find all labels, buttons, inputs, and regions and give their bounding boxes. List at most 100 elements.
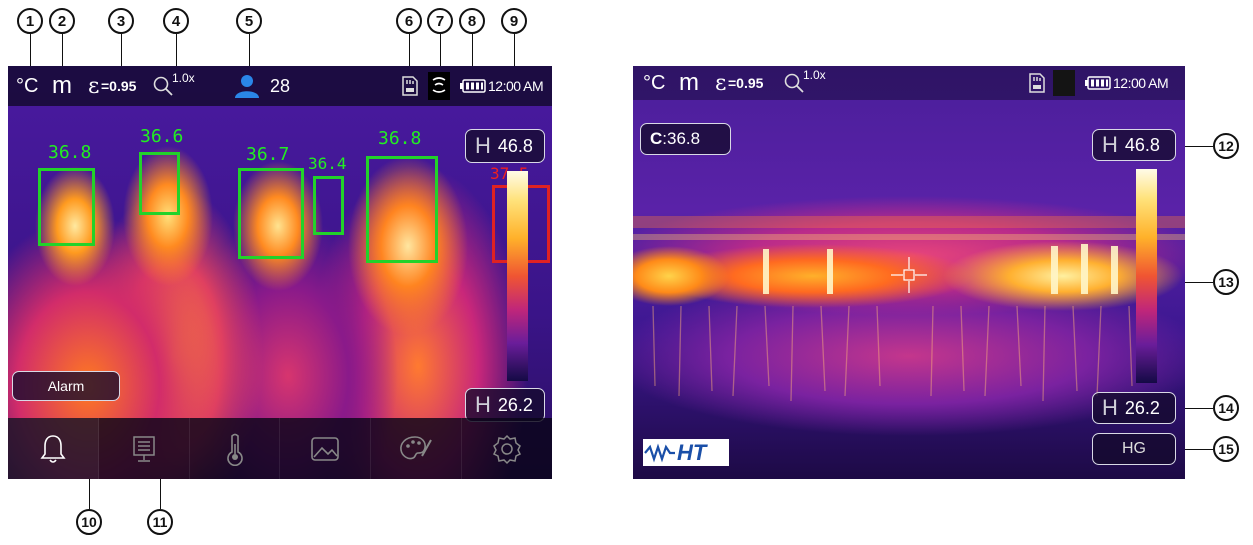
wave-icon: [644, 443, 675, 462]
display-menu-button[interactable]: [99, 418, 190, 479]
max-temperature-box[interactable]: H 46.8: [1092, 129, 1176, 161]
battery-icon: [460, 66, 486, 106]
unit-indicator[interactable]: °C: [643, 71, 666, 94]
sd-card-icon: [1029, 66, 1045, 100]
callout-9: 9: [501, 8, 527, 34]
measure-mode-indicator[interactable]: m: [679, 69, 699, 96]
face-box: [238, 168, 304, 259]
callout-line-9: [514, 34, 515, 70]
callout-line-12: [1175, 146, 1213, 147]
measure-mode-indicator[interactable]: m: [52, 72, 72, 99]
face-temperature: 36.8: [378, 128, 422, 149]
wifi-indicator[interactable]: [1053, 66, 1075, 100]
thermal-screen-face-mode: °C m ε =0.95 1.0x 28 12:00 AM 36.8 36.6 …: [8, 66, 552, 479]
measurement-menu-button[interactable]: [190, 418, 281, 479]
sd-card-icon: [402, 66, 418, 106]
face-temperature: 36.7: [246, 144, 290, 165]
zoom-level: 1.0x: [172, 71, 195, 85]
battery-icon: [1085, 66, 1111, 100]
face-box: [38, 168, 95, 246]
zoom-icon[interactable]: [783, 66, 805, 100]
callout-line-6: [409, 34, 410, 70]
min-temperature-label: H: [475, 392, 491, 417]
settings-menu-button[interactable]: [462, 418, 552, 479]
callout-8: 8: [459, 8, 485, 34]
ht-logo-text: HT: [677, 439, 707, 465]
people-count: 28: [270, 75, 291, 96]
zoom-icon[interactable]: [152, 66, 174, 106]
max-temperature-label: H: [1102, 132, 1118, 157]
face-temperature: 36.4: [308, 154, 347, 173]
min-temperature-value: 26.2: [497, 394, 533, 415]
ht-logo: HT: [643, 439, 729, 466]
min-temperature-box[interactable]: H 26.2: [1092, 392, 1176, 424]
callout-3: 3: [108, 8, 134, 34]
bell-icon: [40, 434, 66, 463]
callout-line-7: [440, 34, 441, 70]
callout-line-1: [30, 34, 31, 70]
callout-line-4: [176, 34, 177, 70]
alarm-label: Alarm: [47, 378, 85, 394]
max-temperature-label: H: [475, 133, 491, 158]
alarm-button[interactable]: Alarm: [12, 371, 120, 401]
unit-indicator[interactable]: °C: [16, 74, 39, 97]
gain-mode-button[interactable]: HG: [1092, 433, 1176, 465]
callout-5: 5: [236, 8, 262, 34]
wifi-icon[interactable]: [428, 66, 450, 106]
callout-line-2: [62, 34, 63, 70]
color-palette-bar: [507, 171, 528, 381]
person-icon: [234, 66, 260, 106]
alarm-menu-button[interactable]: [8, 418, 99, 479]
center-temperature-box[interactable]: C :36.8: [640, 123, 731, 155]
thermometer-icon: [226, 433, 243, 466]
center-temperature-value: :36.8: [662, 129, 701, 148]
zoom-level: 1.0x: [803, 68, 826, 82]
callout-10: 10: [76, 509, 102, 535]
callout-line-15: [1175, 449, 1213, 450]
min-temperature-label: H: [1102, 395, 1118, 420]
settings-icon: [493, 434, 522, 464]
callout-12: 12: [1213, 133, 1239, 159]
emissivity-symbol: ε: [715, 70, 727, 96]
callout-line-13: [1170, 282, 1213, 283]
max-temperature-value: 46.8: [1124, 134, 1160, 155]
face-box: [139, 152, 180, 215]
center-temperature-label: C: [650, 129, 663, 148]
color-palette-bar: [1136, 169, 1157, 383]
callout-line-3: [121, 34, 122, 70]
thermal-panel-image: [633, 216, 1185, 402]
face-box: [313, 176, 344, 235]
callout-13: 13: [1213, 269, 1239, 295]
monitor-icon: [132, 435, 155, 462]
callout-7: 7: [427, 8, 453, 34]
face-temperature: 36.8: [48, 142, 92, 163]
callout-line-8: [472, 34, 473, 70]
callout-line-14: [1175, 408, 1213, 409]
face-temperature: 36.6: [140, 126, 184, 147]
max-temperature-value: 46.8: [497, 135, 533, 156]
min-temperature-box[interactable]: H 26.2: [465, 388, 545, 422]
bottom-toolbar: [8, 418, 552, 479]
callout-1: 1: [17, 8, 43, 34]
emissivity-value[interactable]: =0.95: [728, 75, 764, 91]
callout-14: 14: [1213, 395, 1239, 421]
min-temperature-value: 26.2: [1124, 397, 1160, 418]
callout-2: 2: [49, 8, 75, 34]
emissivity-symbol: ε: [88, 73, 100, 99]
max-temperature-box[interactable]: H 46.8: [465, 129, 545, 163]
callout-11: 11: [147, 509, 173, 535]
crosshair-icon: [891, 257, 927, 293]
clock-time: 12:00 AM: [488, 78, 544, 94]
palette-menu-button[interactable]: [371, 418, 463, 479]
status-bar: °C m ε =0.95 1.0x 28 12:00 AM: [8, 66, 552, 106]
face-box: [366, 156, 438, 263]
gain-mode-label: HG: [1122, 440, 1146, 457]
clock-time: 12:00 AM: [1113, 75, 1169, 91]
status-bar: °C m ε =0.95 1.0x 12:00 AM: [633, 66, 1185, 100]
palette-icon: [400, 435, 433, 459]
image-icon: [311, 436, 340, 461]
gallery-menu-button[interactable]: [280, 418, 372, 479]
emissivity-value[interactable]: =0.95: [101, 78, 137, 94]
callout-6: 6: [396, 8, 422, 34]
callout-line-5: [249, 34, 250, 70]
